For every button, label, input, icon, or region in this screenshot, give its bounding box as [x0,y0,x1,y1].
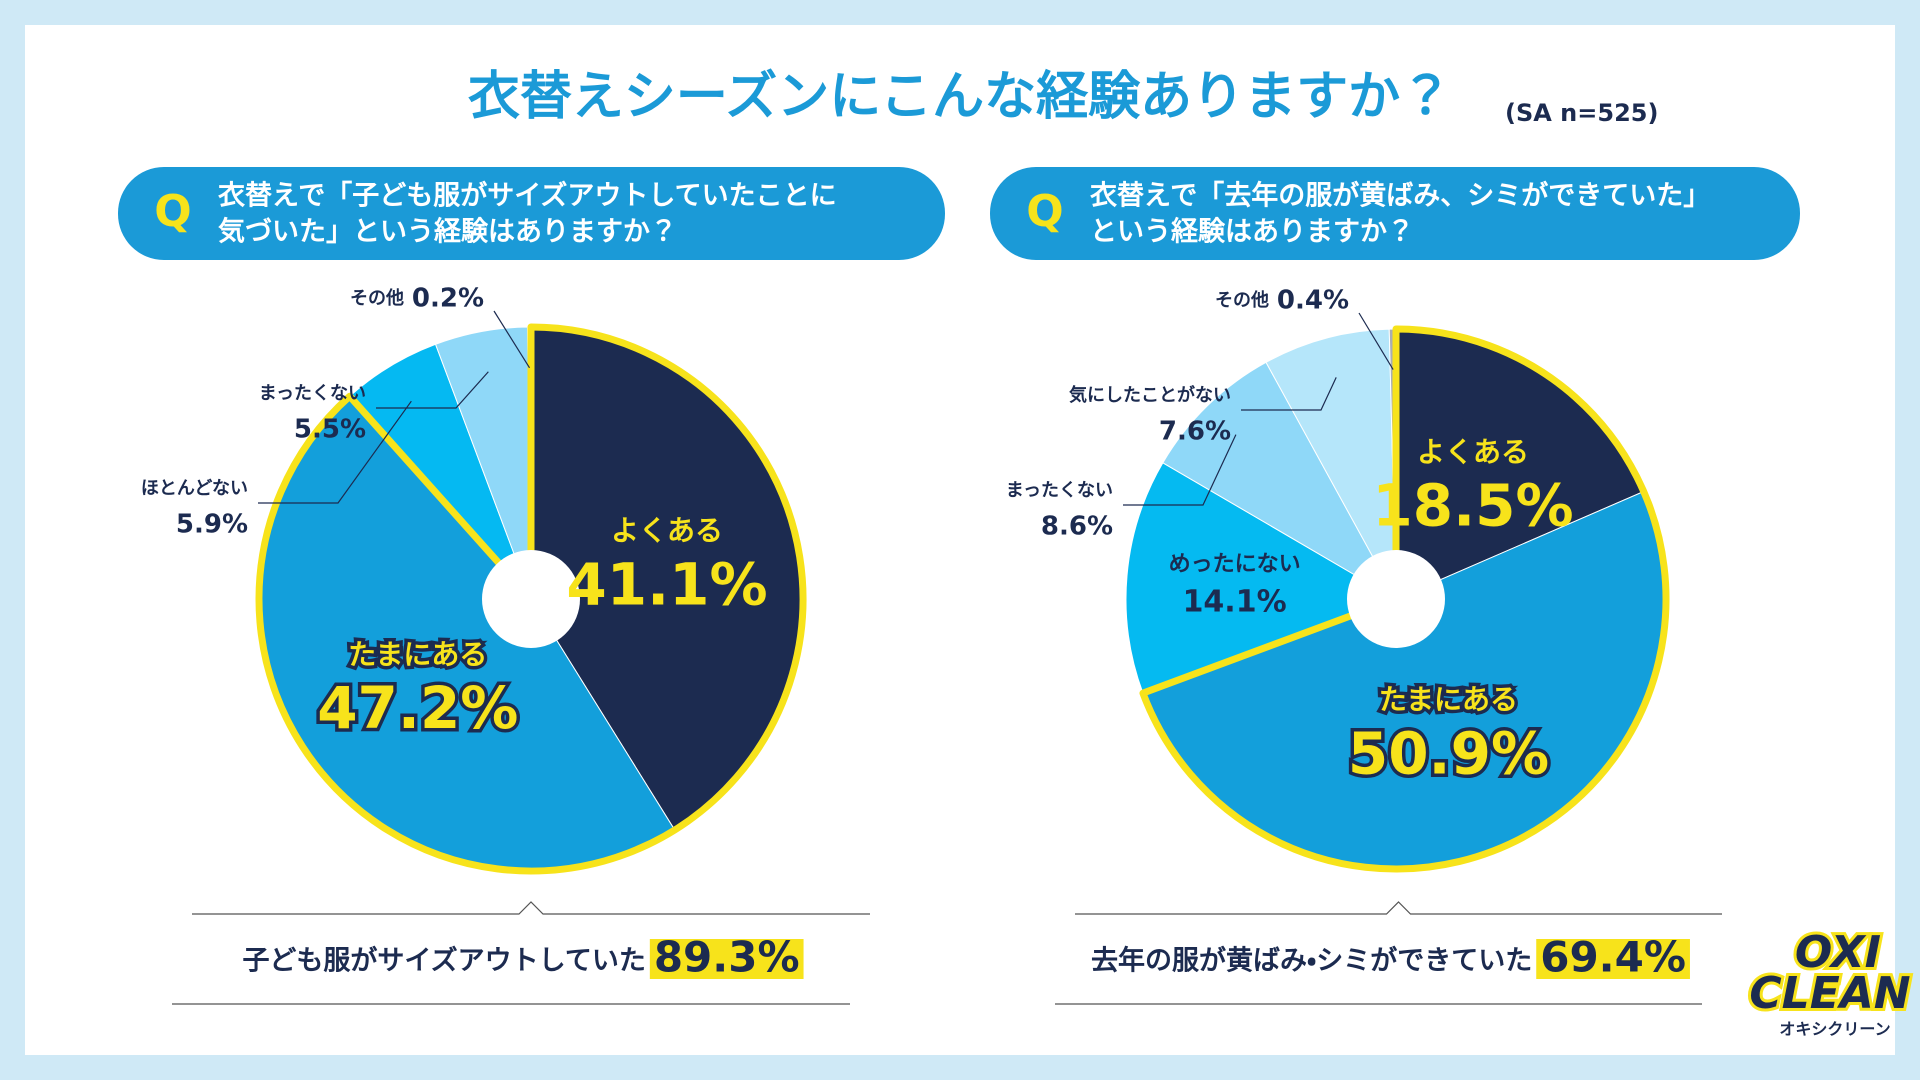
sample-note: (SA n=525) [1505,99,1658,127]
slice-value: 5.9% [176,510,248,540]
slice-label: その他 [1215,289,1269,311]
slice-value: 41.1% [566,550,767,618]
summary-divider [192,901,870,915]
question-text: 衣替えで「去年の服が黄ばみ、シミができていた」 [1090,180,1710,212]
brand-logo: OXI CLEAN オキシクリーン [1746,924,1913,1039]
donut-hole [482,550,580,648]
summary-text: 去年の服が黄ばみ・シミができていた [1091,945,1532,977]
question-pill [990,167,1800,260]
slice-value: 8.6% [1041,512,1113,542]
slice-label: よくある [1417,436,1529,469]
slice-value: 7.6% [1159,417,1231,447]
title: 衣替えシーズンにこんな経験ありますか？ [468,67,1452,127]
slice-label: 気にしたことがない [1069,384,1231,406]
slice-value: 5.5% [294,415,366,445]
pie-slice [1162,361,1398,601]
question-pill [118,167,945,260]
question-label: Q [154,186,191,237]
pie-slice [1125,462,1398,694]
slice-value: 0.2% [412,284,484,314]
leader-line [493,310,531,369]
brand-name: OXI [1795,927,1881,978]
slice-value: 50.9% [1348,719,1549,787]
summary-value: 89.3% [654,933,800,982]
slice-label: たまにある [1379,683,1518,716]
slice-label: ほとんどない [141,478,248,499]
highlight-outline [255,323,807,875]
slice-label: よくある [611,514,723,547]
slice-label: めったにない [1169,552,1301,577]
summary-highlight [649,939,804,979]
slice-value: 47.2% [317,674,518,742]
leader-line [258,400,412,504]
question-text: 気づいた」という経験はありますか？ [218,216,677,248]
donut-hole [1347,550,1445,648]
brand-name: CLEAN [1749,968,1910,1019]
summary-value: 69.4% [1540,933,1686,982]
leader-line [1123,434,1237,506]
summary-text: 子ども服がサイズアウトしていた [242,945,645,977]
slice-value: 18.5% [1372,472,1573,540]
leader-line [1241,377,1337,411]
slice-label: まったくない [259,383,366,404]
question-text: という経験はありますか？ [1090,217,1414,248]
slice-label: その他 [350,287,404,309]
slice-label: たまにある [348,638,487,671]
pie-slice [1265,328,1397,600]
brand-kana: オキシクリーン [1779,1020,1890,1039]
question-text: 衣替えで「子ども服がサイズアウトしていたことに [218,180,837,212]
summary-divider [1075,901,1722,915]
summary-highlight [1536,939,1690,979]
slice-value: 14.1% [1183,585,1287,620]
leader-line [376,371,489,409]
slice-label: まったくない [1006,480,1113,501]
question-label: Q [1026,186,1063,237]
highlight-outline [1139,325,1670,873]
leader-line [1358,312,1394,370]
slice-value: 0.4% [1277,286,1349,316]
